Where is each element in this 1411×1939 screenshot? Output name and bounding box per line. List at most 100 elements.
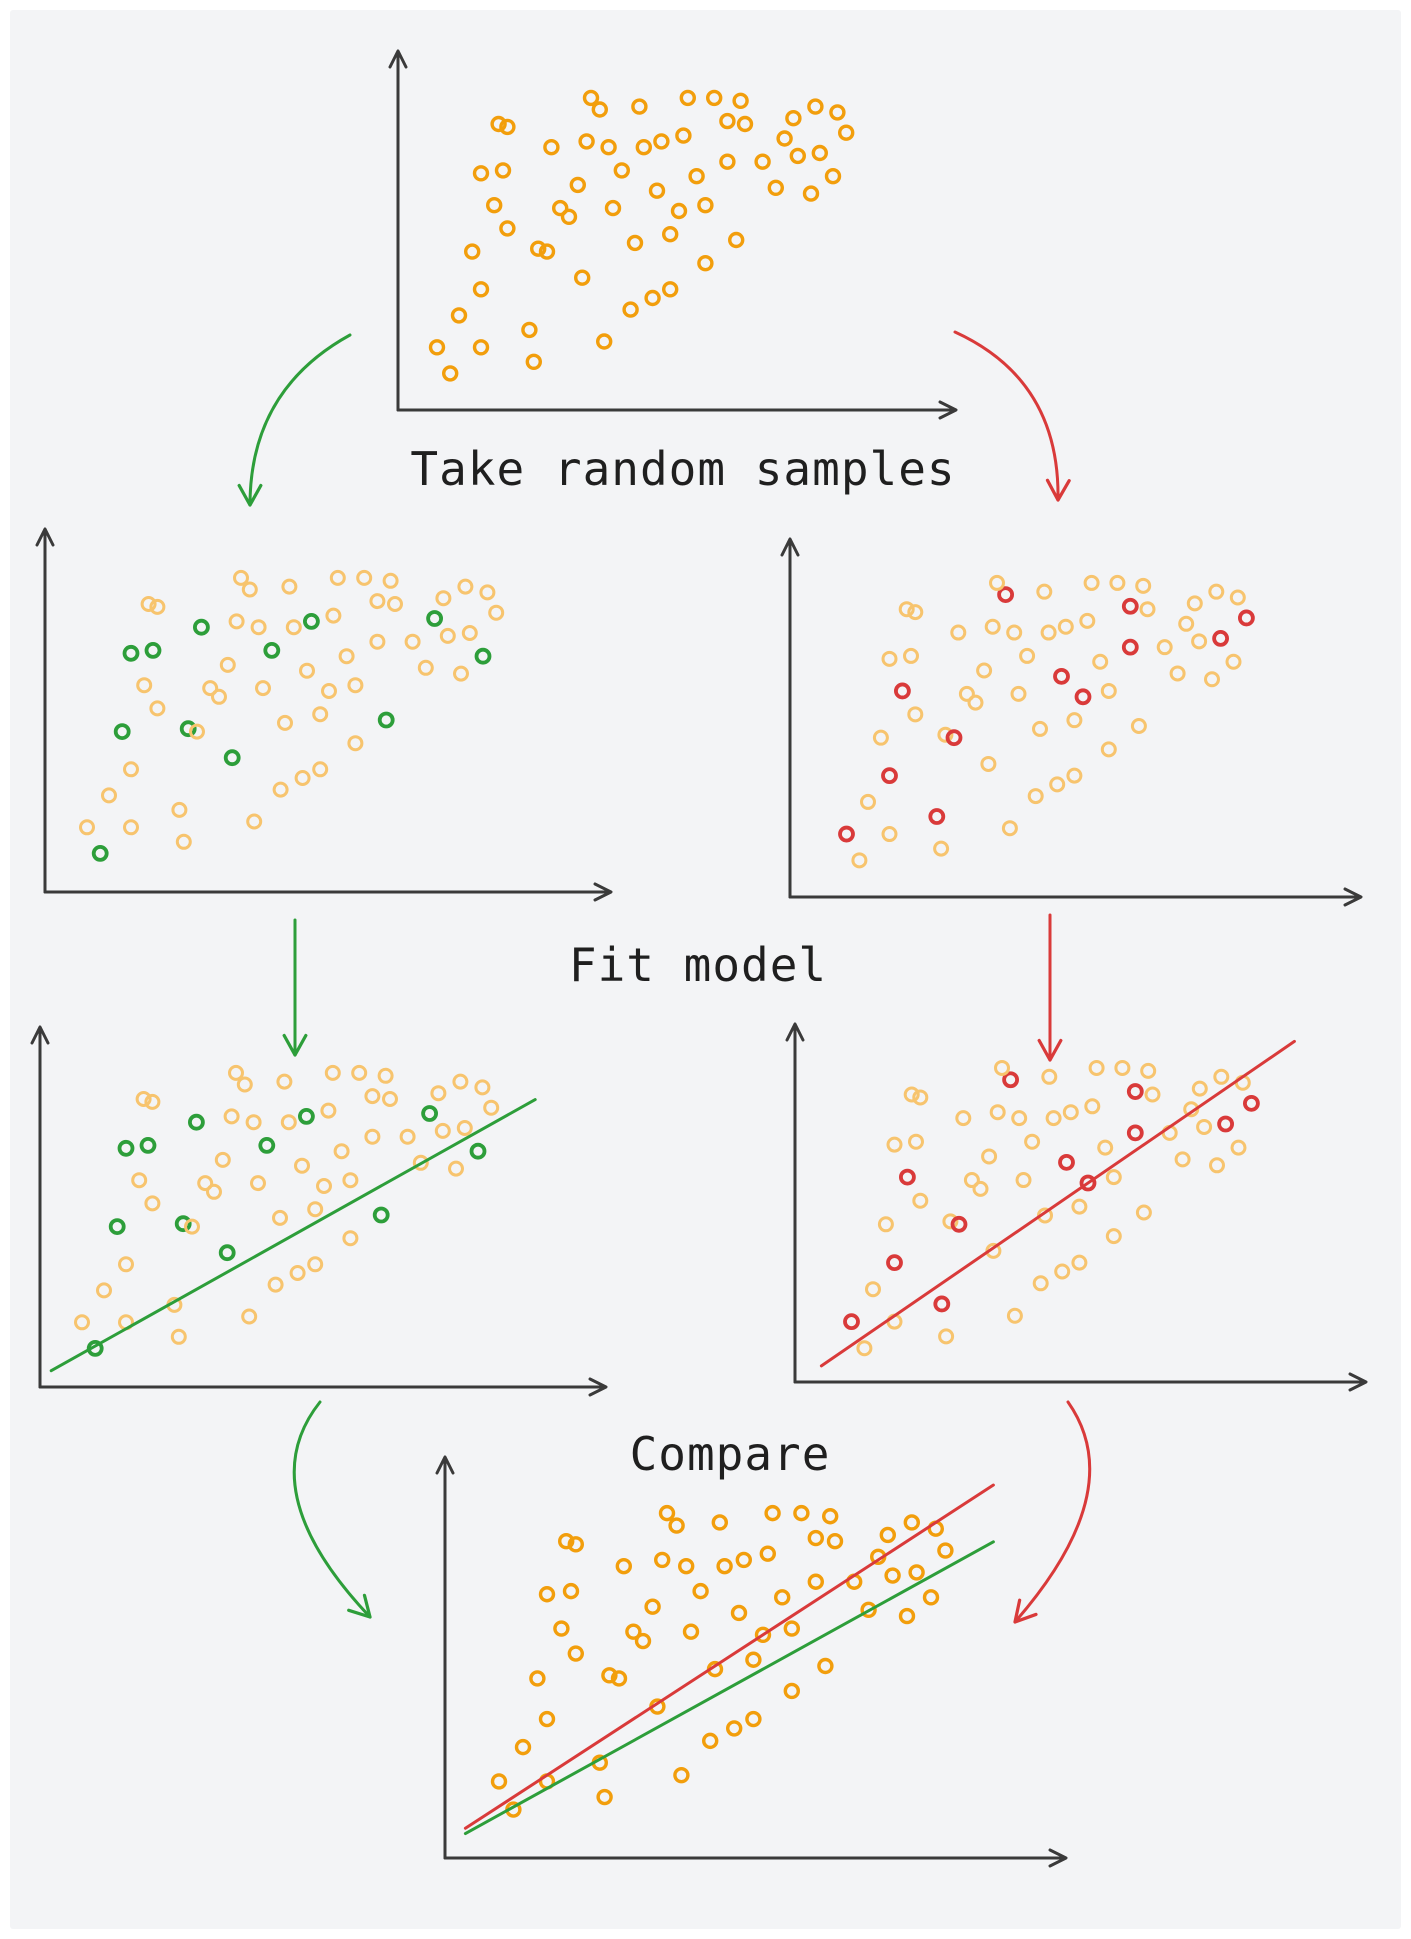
- data-point: [1074, 688, 1092, 706]
- data-point: [759, 1545, 776, 1562]
- data-point: [342, 1230, 359, 1247]
- data-point: [702, 1732, 719, 1750]
- data-point: [1032, 720, 1048, 737]
- data-point: [404, 633, 421, 650]
- data-point: [149, 700, 166, 717]
- data-point: [865, 1281, 881, 1298]
- data-point: [903, 647, 919, 664]
- data-point: [912, 1192, 929, 1209]
- data-point: [678, 1557, 695, 1575]
- data-point: [774, 1589, 791, 1606]
- data-point: [807, 1573, 824, 1590]
- data-point: [312, 761, 329, 778]
- data-point: [631, 98, 648, 115]
- data-point: [214, 1151, 231, 1168]
- data-point: [377, 1067, 394, 1084]
- data-point: [96, 1282, 112, 1299]
- data-point: [735, 1551, 752, 1569]
- data-point: [881, 767, 898, 785]
- data-point: [1144, 1086, 1161, 1103]
- data-point: [662, 225, 679, 243]
- arrow-to-compare-red: [1013, 1400, 1092, 1624]
- data-point: [434, 1122, 451, 1139]
- data-point: [942, 1213, 959, 1230]
- data-point: [933, 1295, 951, 1313]
- data-point: [928, 808, 946, 825]
- data-point: [692, 1582, 709, 1600]
- data-point: [963, 1172, 980, 1189]
- arrow-to-green-sample: [237, 333, 352, 507]
- data-point: [538, 1710, 556, 1728]
- data-point: [426, 610, 444, 627]
- data-point: [299, 662, 315, 679]
- data-point: [189, 723, 205, 740]
- data-point: [578, 133, 595, 150]
- data-point: [139, 1137, 157, 1154]
- data-point: [716, 1557, 733, 1575]
- data-point: [802, 185, 820, 202]
- data-point: [91, 845, 109, 862]
- data-point: [938, 1328, 955, 1345]
- data-point: [912, 1089, 929, 1106]
- data-point: [297, 1108, 315, 1125]
- data-point: [1019, 647, 1036, 664]
- data-point: [675, 127, 692, 144]
- data-point: [648, 182, 666, 199]
- data-point: [764, 1504, 781, 1522]
- data-point: [1238, 609, 1255, 627]
- data-point: [488, 604, 505, 621]
- data-point: [307, 1256, 324, 1273]
- data-point: [1015, 1172, 1032, 1189]
- data-point: [211, 688, 227, 705]
- data-point: [552, 199, 569, 217]
- data-point: [377, 711, 395, 729]
- data-point: [1121, 597, 1139, 615]
- data-point: [347, 677, 364, 694]
- data-point: [472, 339, 490, 356]
- data-point: [1066, 712, 1083, 729]
- data-point: [123, 819, 139, 836]
- data-point: [219, 656, 236, 673]
- data-point: [898, 1607, 916, 1625]
- data-point: [886, 1136, 903, 1153]
- panel-fit-red: [785, 1022, 1368, 1392]
- data-point: [886, 1254, 903, 1272]
- data-point: [1006, 1307, 1023, 1324]
- flow-arrows: [237, 330, 1092, 1624]
- data-point: [898, 601, 915, 618]
- data-point: [1126, 1083, 1144, 1100]
- data-point: [1191, 1080, 1208, 1097]
- data-point: [382, 1091, 398, 1107]
- data-point: [668, 1517, 685, 1534]
- data-point: [144, 1093, 161, 1110]
- data-point: [1100, 682, 1117, 699]
- data-point: [285, 619, 302, 636]
- data-point: [730, 1604, 748, 1622]
- data-point: [294, 1157, 310, 1174]
- data-point: [922, 1589, 940, 1606]
- data-point: [1174, 1151, 1191, 1168]
- data-point: [1114, 1059, 1131, 1076]
- data-point: [1071, 1254, 1088, 1271]
- data-point: [472, 281, 490, 298]
- data-point: [499, 220, 516, 237]
- data-point: [719, 153, 736, 170]
- data-point: [1041, 1068, 1058, 1085]
- data-point: [101, 787, 117, 804]
- data-point: [218, 1244, 236, 1262]
- data-point: [567, 1536, 584, 1553]
- data-point: [615, 1557, 632, 1575]
- data-point: [984, 618, 1001, 635]
- data-point: [560, 208, 578, 226]
- data-point: [613, 162, 630, 179]
- data-point: [591, 101, 608, 118]
- data-point: [223, 749, 241, 767]
- data-point: [726, 1720, 743, 1737]
- data-point: [958, 685, 975, 702]
- data-point: [135, 1091, 152, 1107]
- data-point: [1135, 577, 1152, 594]
- data-point: [807, 98, 824, 115]
- data-point: [596, 1788, 613, 1806]
- data-point: [1105, 1228, 1122, 1245]
- data-point: [558, 1532, 575, 1550]
